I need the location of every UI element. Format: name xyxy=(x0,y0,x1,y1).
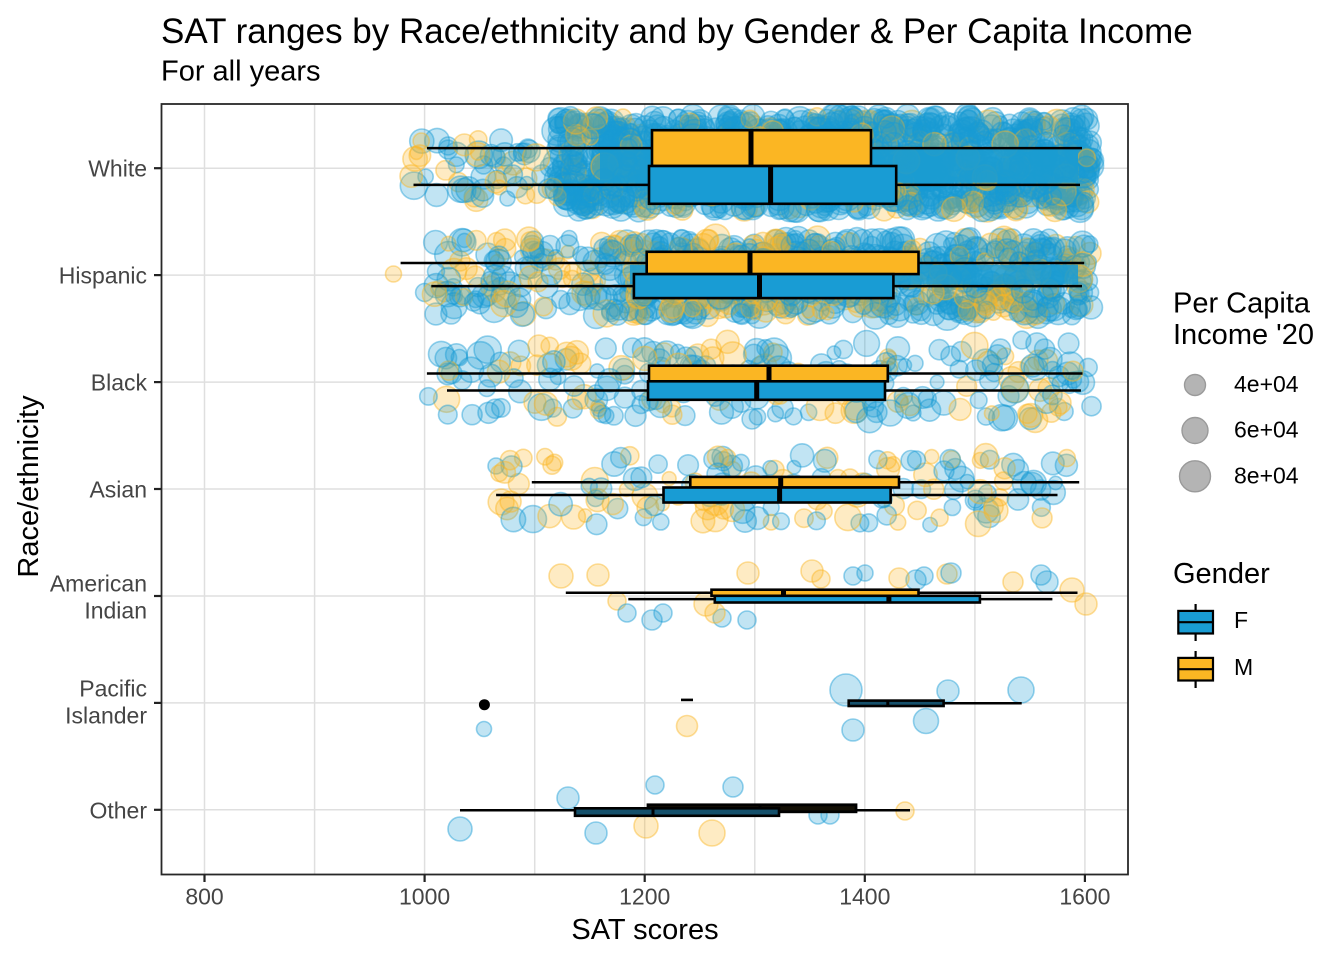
svg-text:Gender: Gender xyxy=(1173,558,1270,590)
svg-text:Per Capita: Per Capita xyxy=(1173,288,1311,320)
svg-text:Islander: Islander xyxy=(65,702,147,728)
svg-text:White: White xyxy=(88,156,147,182)
svg-text:American: American xyxy=(50,571,147,597)
svg-text:M: M xyxy=(1234,654,1253,680)
svg-text:Other: Other xyxy=(89,797,147,823)
svg-text:800: 800 xyxy=(185,884,223,910)
svg-text:Indian: Indian xyxy=(84,598,147,624)
svg-text:Race/ethnicity: Race/ethnicity xyxy=(13,395,45,578)
svg-text:4e+04: 4e+04 xyxy=(1234,371,1299,397)
svg-text:SAT ranges by Race/ethnicity a: SAT ranges by Race/ethnicity and by Gend… xyxy=(161,12,1193,51)
svg-text:1200: 1200 xyxy=(619,884,670,910)
svg-text:1600: 1600 xyxy=(1059,884,1110,910)
svg-text:Income '20: Income '20 xyxy=(1173,319,1314,351)
svg-text:Pacific: Pacific xyxy=(79,675,147,701)
svg-text:6e+04: 6e+04 xyxy=(1234,417,1299,443)
svg-text:Black: Black xyxy=(91,370,148,396)
svg-text:For all years: For all years xyxy=(161,56,321,88)
svg-text:F: F xyxy=(1234,607,1248,633)
svg-text:SAT scores: SAT scores xyxy=(571,914,718,946)
svg-text:Hispanic: Hispanic xyxy=(59,263,147,289)
svg-text:1000: 1000 xyxy=(399,884,450,910)
svg-text:1400: 1400 xyxy=(839,884,890,910)
svg-text:Asian: Asian xyxy=(89,477,147,503)
svg-text:8e+04: 8e+04 xyxy=(1234,462,1299,488)
